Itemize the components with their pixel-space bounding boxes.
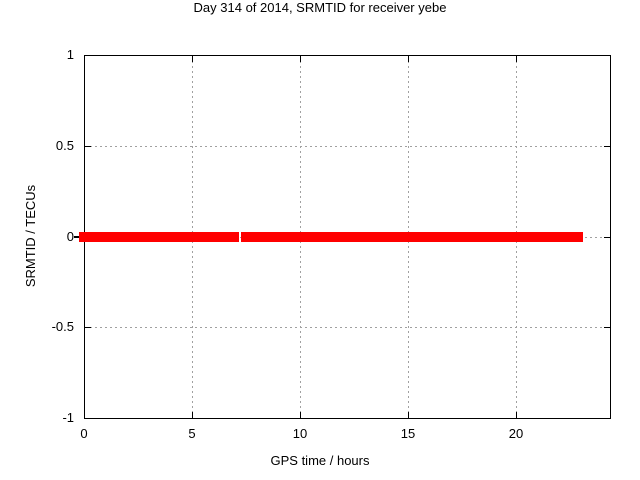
y-tick-label: 1: [66, 47, 74, 62]
tick-top-5: [192, 56, 193, 62]
series-srmtid-segment-2: [241, 232, 583, 242]
tick-top-15: [408, 56, 409, 62]
series-srmtid-segment-1: [79, 232, 239, 242]
tick-right-0p5: [604, 146, 610, 147]
tick-top-20: [516, 56, 517, 62]
y-tick-label: -1: [62, 410, 74, 425]
y-tick-label: 0: [66, 229, 74, 244]
y-tick-label: -0.5: [51, 319, 74, 334]
y-tick-label: 0.5: [55, 138, 74, 153]
x-axis-label: GPS time / hours: [270, 453, 370, 468]
tick-bottom-10: [300, 412, 301, 418]
x-tick-label: 0: [80, 426, 88, 441]
gridline-y0p5: [85, 146, 609, 147]
tick-left-0p5: [85, 146, 91, 147]
tick-top-10: [300, 56, 301, 62]
gridline-ym0p5: [85, 327, 609, 328]
x-tick-label: 20: [508, 426, 524, 441]
tick-right-0: [604, 237, 610, 238]
tick-right-m0p5: [604, 327, 610, 328]
chart-title: Day 314 of 2014, SRMTID for receiver yeb…: [193, 0, 447, 15]
tick-bottom-15: [408, 412, 409, 418]
tick-bottom-20: [516, 412, 517, 418]
x-tick-label: 10: [292, 426, 308, 441]
tick-left-m0p5: [85, 327, 91, 328]
y-axis-label: SRMTID / TECUs: [23, 184, 38, 288]
x-tick-label: 5: [188, 426, 196, 441]
zero-axis-outer-tick: [74, 236, 79, 238]
tick-bottom-5: [192, 412, 193, 418]
x-tick-label: 15: [400, 426, 416, 441]
